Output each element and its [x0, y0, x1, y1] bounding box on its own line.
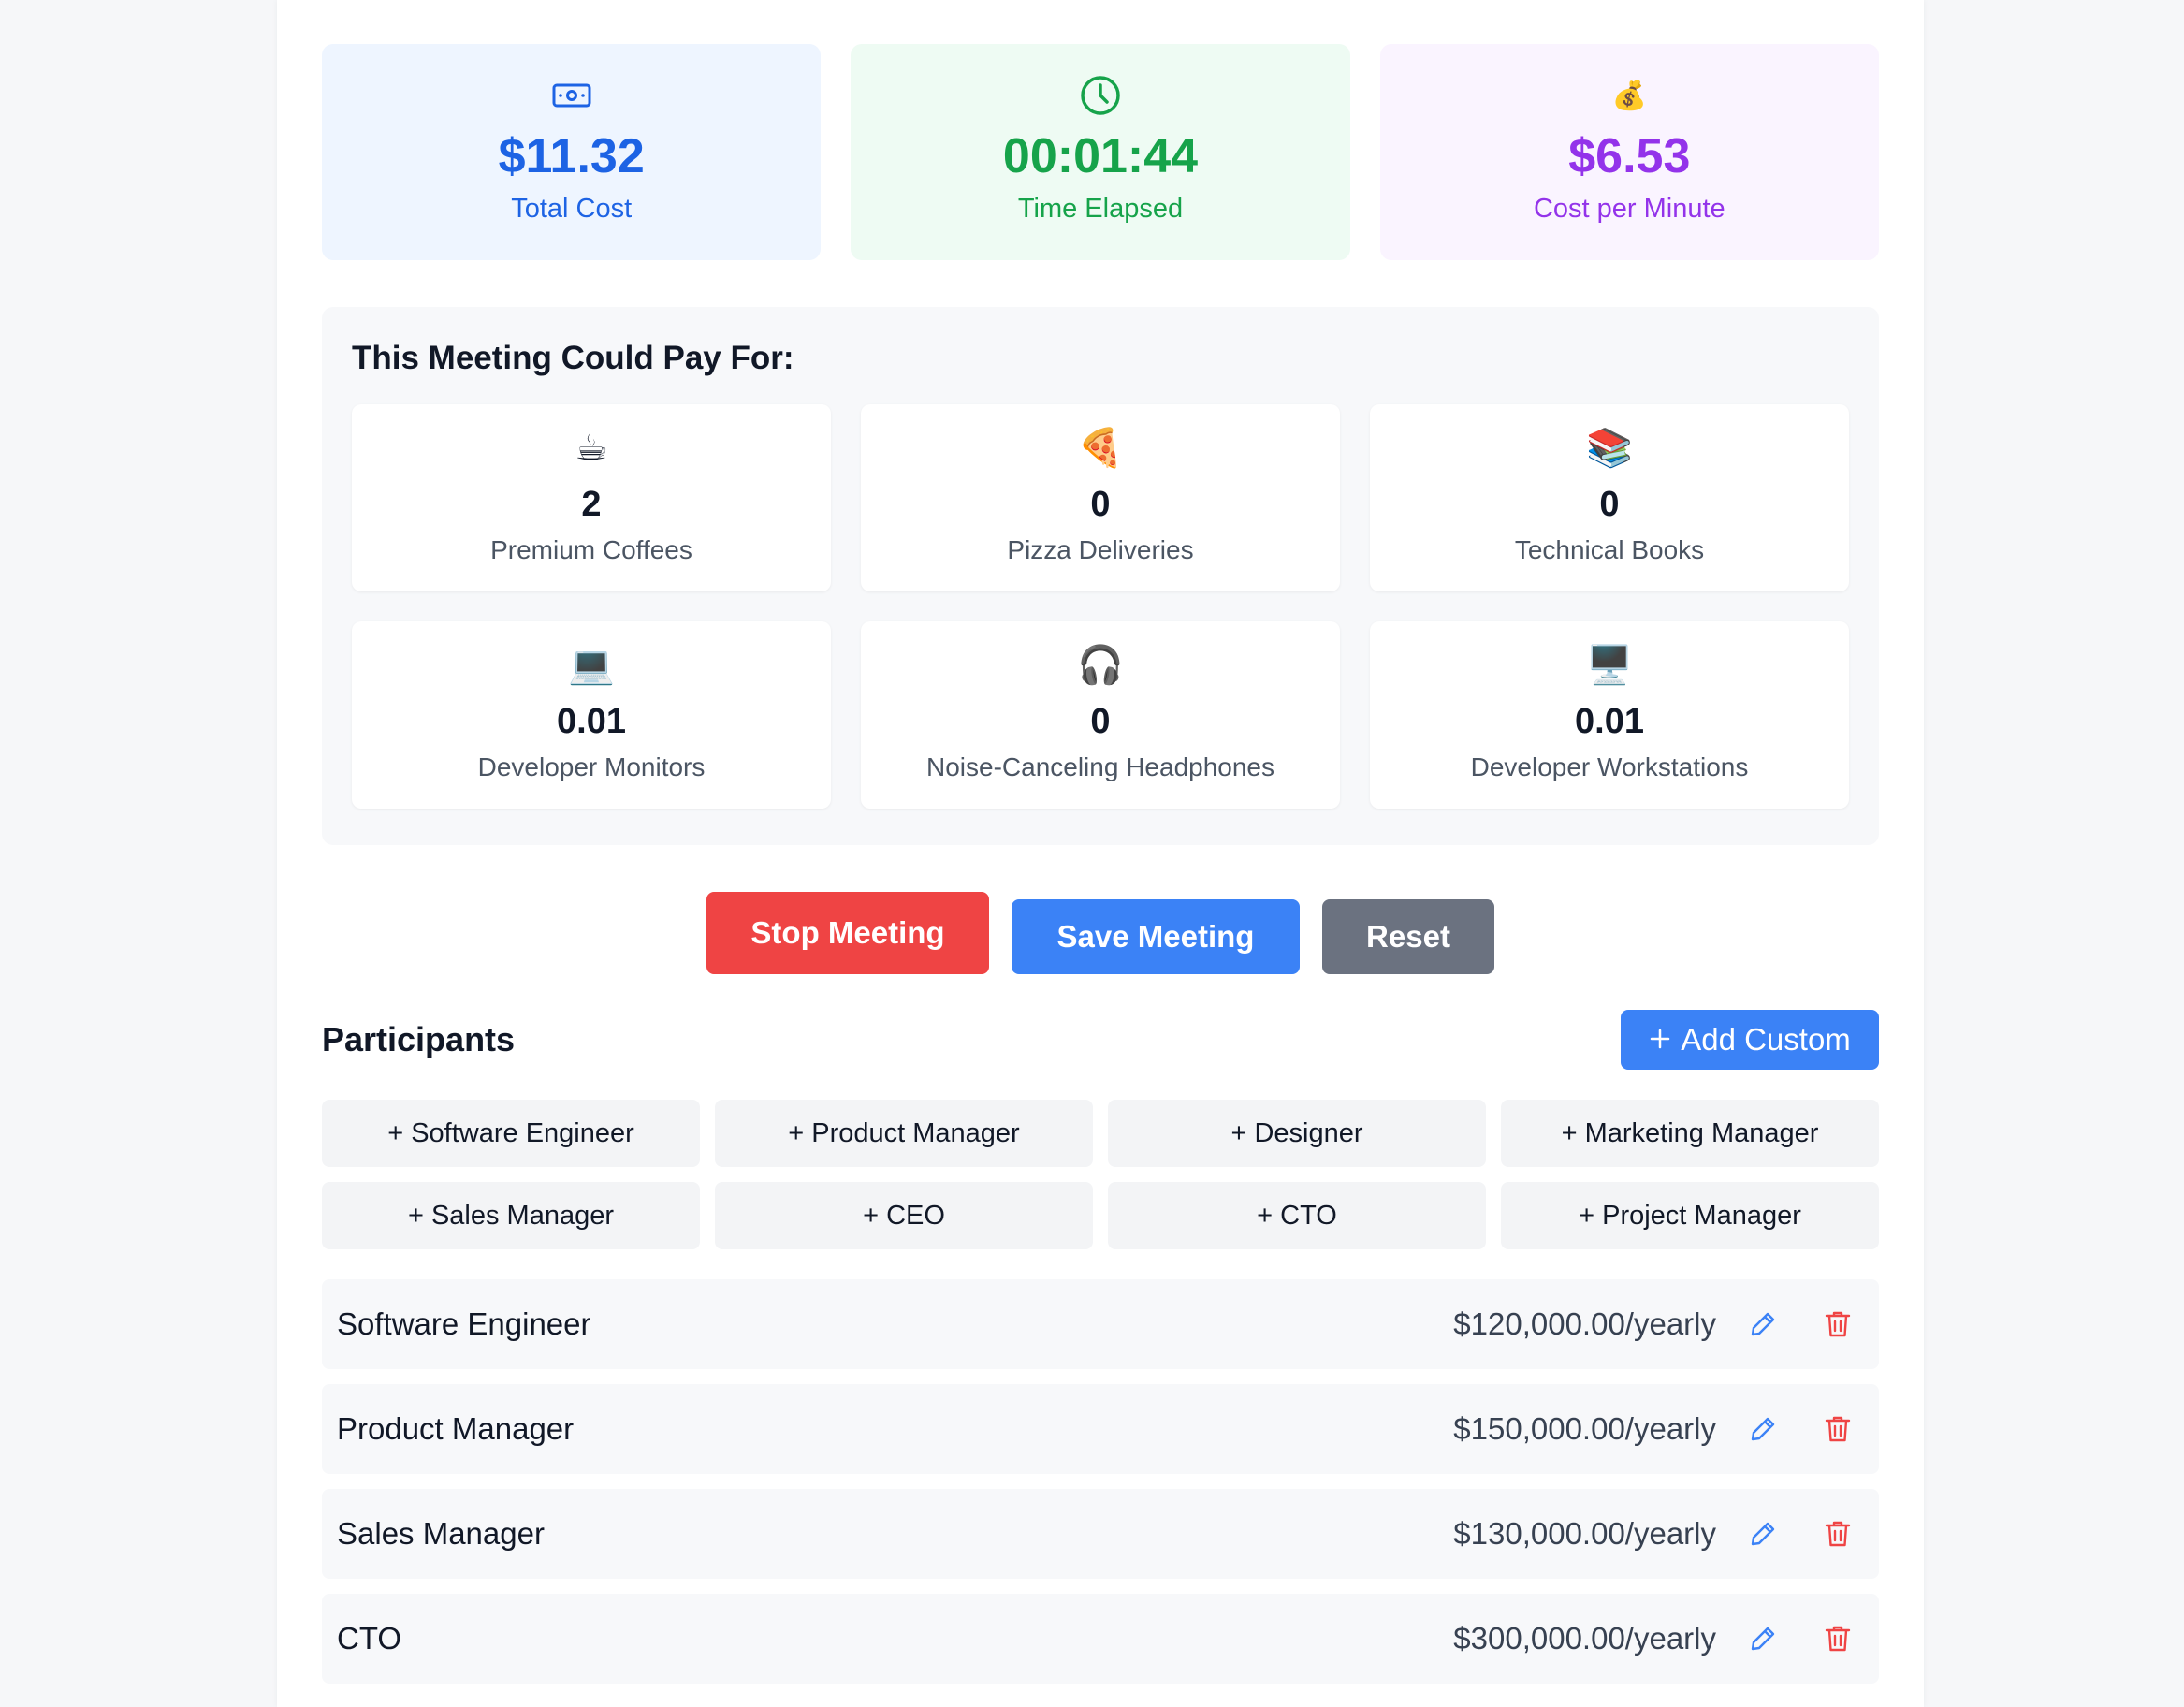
participant-row: Product Manager $150,000.00/yearly [322, 1384, 1879, 1474]
stop-meeting-button[interactable]: Stop Meeting [706, 892, 989, 974]
money-bill-icon [551, 76, 592, 115]
cost-per-minute-label: Cost per Minute [1533, 194, 1725, 224]
add-role-project-manager[interactable]: + Project Manager [1501, 1182, 1879, 1249]
laptop-icon: 💻 [568, 645, 615, 686]
desktop-computer-icon: 🖥️ [1586, 645, 1633, 686]
could-pay-for-grid: ☕ 2 Premium Coffees 🍕 0 Pizza Deliveries… [352, 404, 1849, 809]
pencil-icon[interactable] [1744, 1306, 1782, 1343]
main-content: $11.32 Total Cost 00:01:44 Time Elapsed … [322, 44, 1879, 1684]
role-presets: + Software Engineer + Product Manager + … [322, 1100, 1879, 1249]
cost-per-minute-value: $6.53 [1568, 129, 1691, 183]
trash-icon[interactable] [1819, 1515, 1856, 1553]
add-custom-button[interactable]: Add Custom [1621, 1010, 1879, 1070]
pay-item-value: 0.01 [557, 702, 626, 741]
pay-item-pizza: 🍕 0 Pizza Deliveries [861, 404, 1340, 591]
total-cost-label: Total Cost [511, 194, 633, 224]
time-elapsed-card: 00:01:44 Time Elapsed [851, 44, 1350, 260]
page-container: $11.32 Total Cost 00:01:44 Time Elapsed … [277, 0, 1924, 1707]
pay-item-label: Noise-Canceling Headphones [925, 752, 1274, 781]
pencil-icon[interactable] [1744, 1410, 1782, 1448]
trash-icon[interactable] [1819, 1410, 1856, 1448]
add-role-designer[interactable]: + Designer [1108, 1100, 1486, 1167]
money-bag-emoji: 💰 [1611, 80, 1647, 111]
pay-item-coffees: ☕ 2 Premium Coffees [352, 404, 831, 591]
participant-name: CTO [337, 1621, 402, 1656]
clock-icon [1079, 76, 1122, 115]
pay-item-workstations: 🖥️ 0.01 Developer Workstations [1370, 621, 1849, 809]
total-cost-value: $11.32 [498, 129, 645, 183]
stats-row: $11.32 Total Cost 00:01:44 Time Elapsed … [322, 44, 1879, 260]
headphones-icon: 🎧 [1077, 645, 1124, 686]
participant-salary: $300,000.00/yearly [1453, 1621, 1716, 1656]
cost-per-minute-card: 💰 $6.53 Cost per Minute [1379, 44, 1879, 260]
participant-list: Software Engineer $120,000.00/yearly Pro… [322, 1279, 1879, 1684]
time-elapsed-label: Time Elapsed [1017, 194, 1184, 224]
total-cost-card: $11.32 Total Cost [322, 44, 822, 260]
could-pay-for-title: This Meeting Could Pay For: [352, 340, 794, 376]
pencil-icon[interactable] [1744, 1620, 1782, 1657]
participant-salary: $120,000.00/yearly [1453, 1306, 1716, 1341]
pay-item-value: 2 [581, 485, 602, 524]
coffee-icon: ☕ [575, 428, 608, 469]
add-role-cto[interactable]: + CTO [1108, 1182, 1486, 1249]
pay-item-value: 0 [1599, 485, 1620, 524]
pay-item-value: 0 [1090, 702, 1111, 741]
pay-item-label: Developer Workstations [1470, 752, 1749, 781]
plus-icon [1649, 1022, 1671, 1058]
pizza-icon: 🍕 [1077, 428, 1124, 469]
add-custom-label: Add Custom [1681, 1022, 1851, 1057]
meeting-actions: Stop Meeting Save Meeting Reset [322, 892, 1879, 976]
participant-row: Sales Manager $130,000.00/yearly [322, 1489, 1879, 1579]
pay-item-label: Developer Monitors [477, 752, 706, 781]
participants-title: Participants [322, 1020, 516, 1058]
add-role-sales-manager[interactable]: + Sales Manager [322, 1182, 700, 1249]
participant-row: CTO $300,000.00/yearly [322, 1594, 1879, 1684]
participant-name: Sales Manager [337, 1516, 545, 1551]
add-role-ceo[interactable]: + CEO [715, 1182, 1093, 1249]
participant-salary: $130,000.00/yearly [1453, 1516, 1716, 1551]
pencil-icon[interactable] [1744, 1515, 1782, 1553]
participant-row: Software Engineer $120,000.00/yearly [322, 1279, 1879, 1369]
could-pay-for-panel: This Meeting Could Pay For: ☕ 2 Premium … [322, 307, 1879, 845]
trash-icon[interactable] [1819, 1306, 1856, 1343]
participant-name: Product Manager [337, 1411, 575, 1446]
reset-button[interactable]: Reset [1322, 899, 1494, 974]
pay-item-books: 📚 0 Technical Books [1370, 404, 1849, 591]
money-bag-icon: 💰 [1612, 76, 1647, 115]
add-role-marketing-manager[interactable]: + Marketing Manager [1501, 1100, 1879, 1167]
pay-item-label: Technical Books [1514, 535, 1705, 564]
pay-item-value: 0 [1090, 485, 1111, 524]
books-icon: 📚 [1586, 428, 1633, 469]
participant-name: Software Engineer [337, 1306, 591, 1341]
pay-item-label: Pizza Deliveries [1007, 535, 1194, 564]
pay-item-value: 0.01 [1575, 702, 1644, 741]
participants-header: Participants Add Custom [322, 1010, 1879, 1070]
add-role-product-manager[interactable]: + Product Manager [715, 1100, 1093, 1167]
trash-icon[interactable] [1819, 1620, 1856, 1657]
time-elapsed-value: 00:01:44 [1002, 129, 1199, 183]
add-role-software-engineer[interactable]: + Software Engineer [322, 1100, 700, 1167]
pay-item-monitors: 💻 0.01 Developer Monitors [352, 621, 831, 809]
pay-item-headphones: 🎧 0 Noise-Canceling Headphones [861, 621, 1340, 809]
save-meeting-button[interactable]: Save Meeting [1012, 899, 1300, 974]
pay-item-label: Premium Coffees [490, 535, 692, 564]
participant-salary: $150,000.00/yearly [1453, 1411, 1716, 1446]
